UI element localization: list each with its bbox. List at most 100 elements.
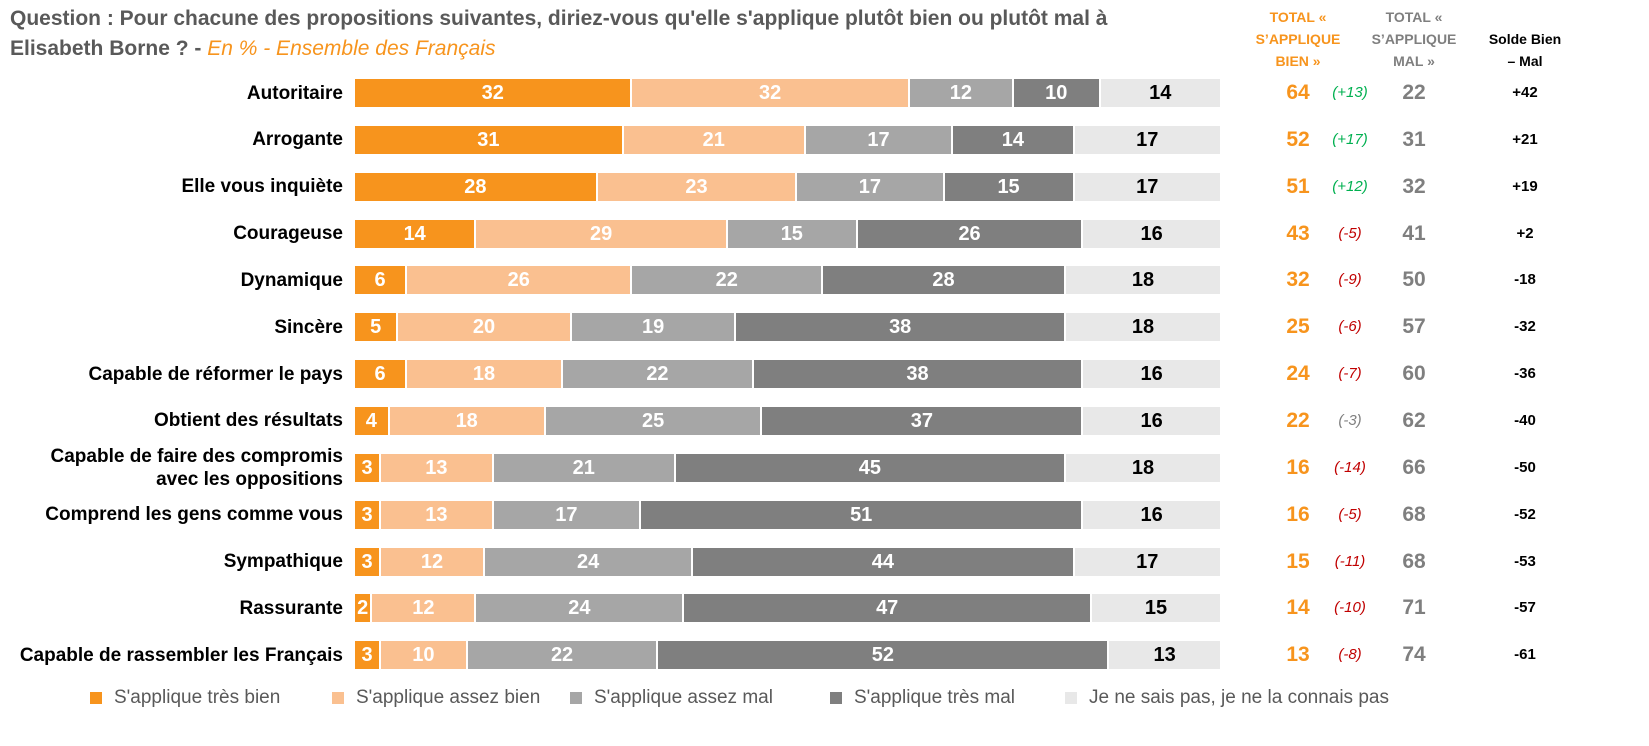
segment-label: 15 <box>780 222 803 245</box>
bar-segment <box>632 266 822 295</box>
segment-label: 32 <box>481 82 504 104</box>
legend-swatch <box>570 692 582 704</box>
category-label: Elle vous inquiète <box>181 176 343 198</box>
segment-label: 2 <box>357 597 369 620</box>
segment-label: 6 <box>374 363 386 386</box>
total-bien: 16 <box>1286 502 1310 526</box>
bar-segment <box>355 125 622 154</box>
segment-label: 21 <box>572 456 595 479</box>
segment-label: 17 <box>858 175 881 198</box>
legend-label: S'applique assez mal <box>594 687 773 708</box>
bar-segment <box>857 219 1082 248</box>
segment-label: 12 <box>412 597 435 620</box>
solde: -52 <box>1514 505 1536 523</box>
solde: -50 <box>1514 458 1536 476</box>
segment-label: 10 <box>412 644 435 667</box>
bar-segment <box>407 266 631 295</box>
total-mal: 68 <box>1402 549 1426 573</box>
solde: -53 <box>1514 552 1536 570</box>
evolution: (-9) <box>1338 271 1362 289</box>
segment-label: 14 <box>403 222 426 245</box>
bar-segment <box>1013 79 1099 107</box>
category-label: Dynamique <box>240 269 343 291</box>
bar-segment <box>485 547 692 576</box>
total-mal: 68 <box>1402 502 1426 526</box>
bar-segment <box>909 79 1012 107</box>
segment-label: 18 <box>1131 456 1155 479</box>
legend-swatch <box>1065 692 1077 704</box>
segment-label: 10 <box>1045 82 1068 104</box>
bar-segment <box>355 641 379 670</box>
evolution: (-14) <box>1334 458 1366 476</box>
bar-segment <box>467 641 657 670</box>
legend-label: S'applique très mal <box>854 687 1015 708</box>
segment-label: 16 <box>1140 222 1163 245</box>
bar-segment <box>355 453 379 482</box>
bar-segment <box>623 125 804 154</box>
total-bien: 51 <box>1286 174 1310 198</box>
category-label: Comprend les gens comme vous <box>45 504 343 526</box>
total-bien: 32 <box>1286 268 1310 292</box>
total-mal: 74 <box>1402 643 1426 667</box>
bar-segment <box>389 406 544 435</box>
bar-segment <box>1109 641 1220 670</box>
bar-segment <box>953 125 1073 154</box>
bar-segment <box>1083 360 1220 389</box>
bar-segment <box>693 547 1073 576</box>
total-mal: 71 <box>1402 596 1426 620</box>
segment-label: 17 <box>555 503 578 526</box>
legend-item: S'applique assez mal <box>570 686 773 710</box>
solde: -32 <box>1514 318 1536 336</box>
segment-label: 29 <box>589 222 613 245</box>
bar-segment <box>407 360 562 389</box>
column-header: TOTAL « S’APPLIQUE BIEN » <box>1255 9 1341 69</box>
bar-segment <box>355 313 397 342</box>
bar-segment <box>355 266 406 295</box>
segment-label: 18 <box>1131 316 1155 339</box>
category-label: Sympathique <box>223 551 343 572</box>
bar-segment <box>355 219 475 248</box>
legend-label: S'applique assez bien <box>356 687 541 708</box>
bar-segment <box>1091 594 1220 623</box>
chart-title: Question : Pour chacune des propositions… <box>10 4 1130 64</box>
segment-label: 4 <box>365 409 377 432</box>
total-mal: 22 <box>1402 81 1426 104</box>
bar-segment <box>1083 406 1220 435</box>
total-bien: 15 <box>1286 549 1310 573</box>
segment-label: 31 <box>477 128 500 151</box>
legend-item: S'applique très bien <box>90 686 280 710</box>
bar-segment <box>658 641 1108 670</box>
segment-label: 13 <box>425 456 448 479</box>
legend-item: Je ne sais pas, je ne la connais pas <box>1065 686 1389 710</box>
total-mal: 50 <box>1402 268 1426 292</box>
segment-label: 13 <box>425 503 448 526</box>
segment-label: 15 <box>997 175 1020 198</box>
segment-label: 22 <box>646 363 669 386</box>
category-label: Capable de réformer le pays <box>88 363 344 385</box>
segment-label: 12 <box>949 82 973 104</box>
bar-segment <box>355 594 371 623</box>
legend-label: Je ne sais pas, je ne la connais pas <box>1089 687 1389 708</box>
segment-label: 3 <box>361 503 373 526</box>
segment-label: 14 <box>1001 128 1025 151</box>
total-mal: 32 <box>1402 174 1426 198</box>
total-mal: 66 <box>1402 455 1426 479</box>
segment-label: 23 <box>685 175 708 198</box>
evolution: (-8) <box>1338 646 1362 664</box>
bar-segment <box>1100 79 1220 107</box>
total-bien: 64 <box>1286 81 1310 104</box>
segment-label: 52 <box>871 644 894 667</box>
bar-segment <box>1074 547 1220 576</box>
total-bien: 14 <box>1286 596 1310 620</box>
solde: -61 <box>1514 646 1536 664</box>
segment-label: 3 <box>361 456 373 479</box>
title: Question : Pour chacune des propositions… <box>10 7 1108 60</box>
bar-segment <box>355 360 406 389</box>
evolution: (+12) <box>1332 177 1368 195</box>
bar-segment <box>1074 172 1220 201</box>
legend-item: S'applique très mal <box>830 686 1015 710</box>
solde: -57 <box>1514 599 1536 617</box>
bar-segment <box>753 360 1082 389</box>
total-mal: 62 <box>1402 408 1426 432</box>
